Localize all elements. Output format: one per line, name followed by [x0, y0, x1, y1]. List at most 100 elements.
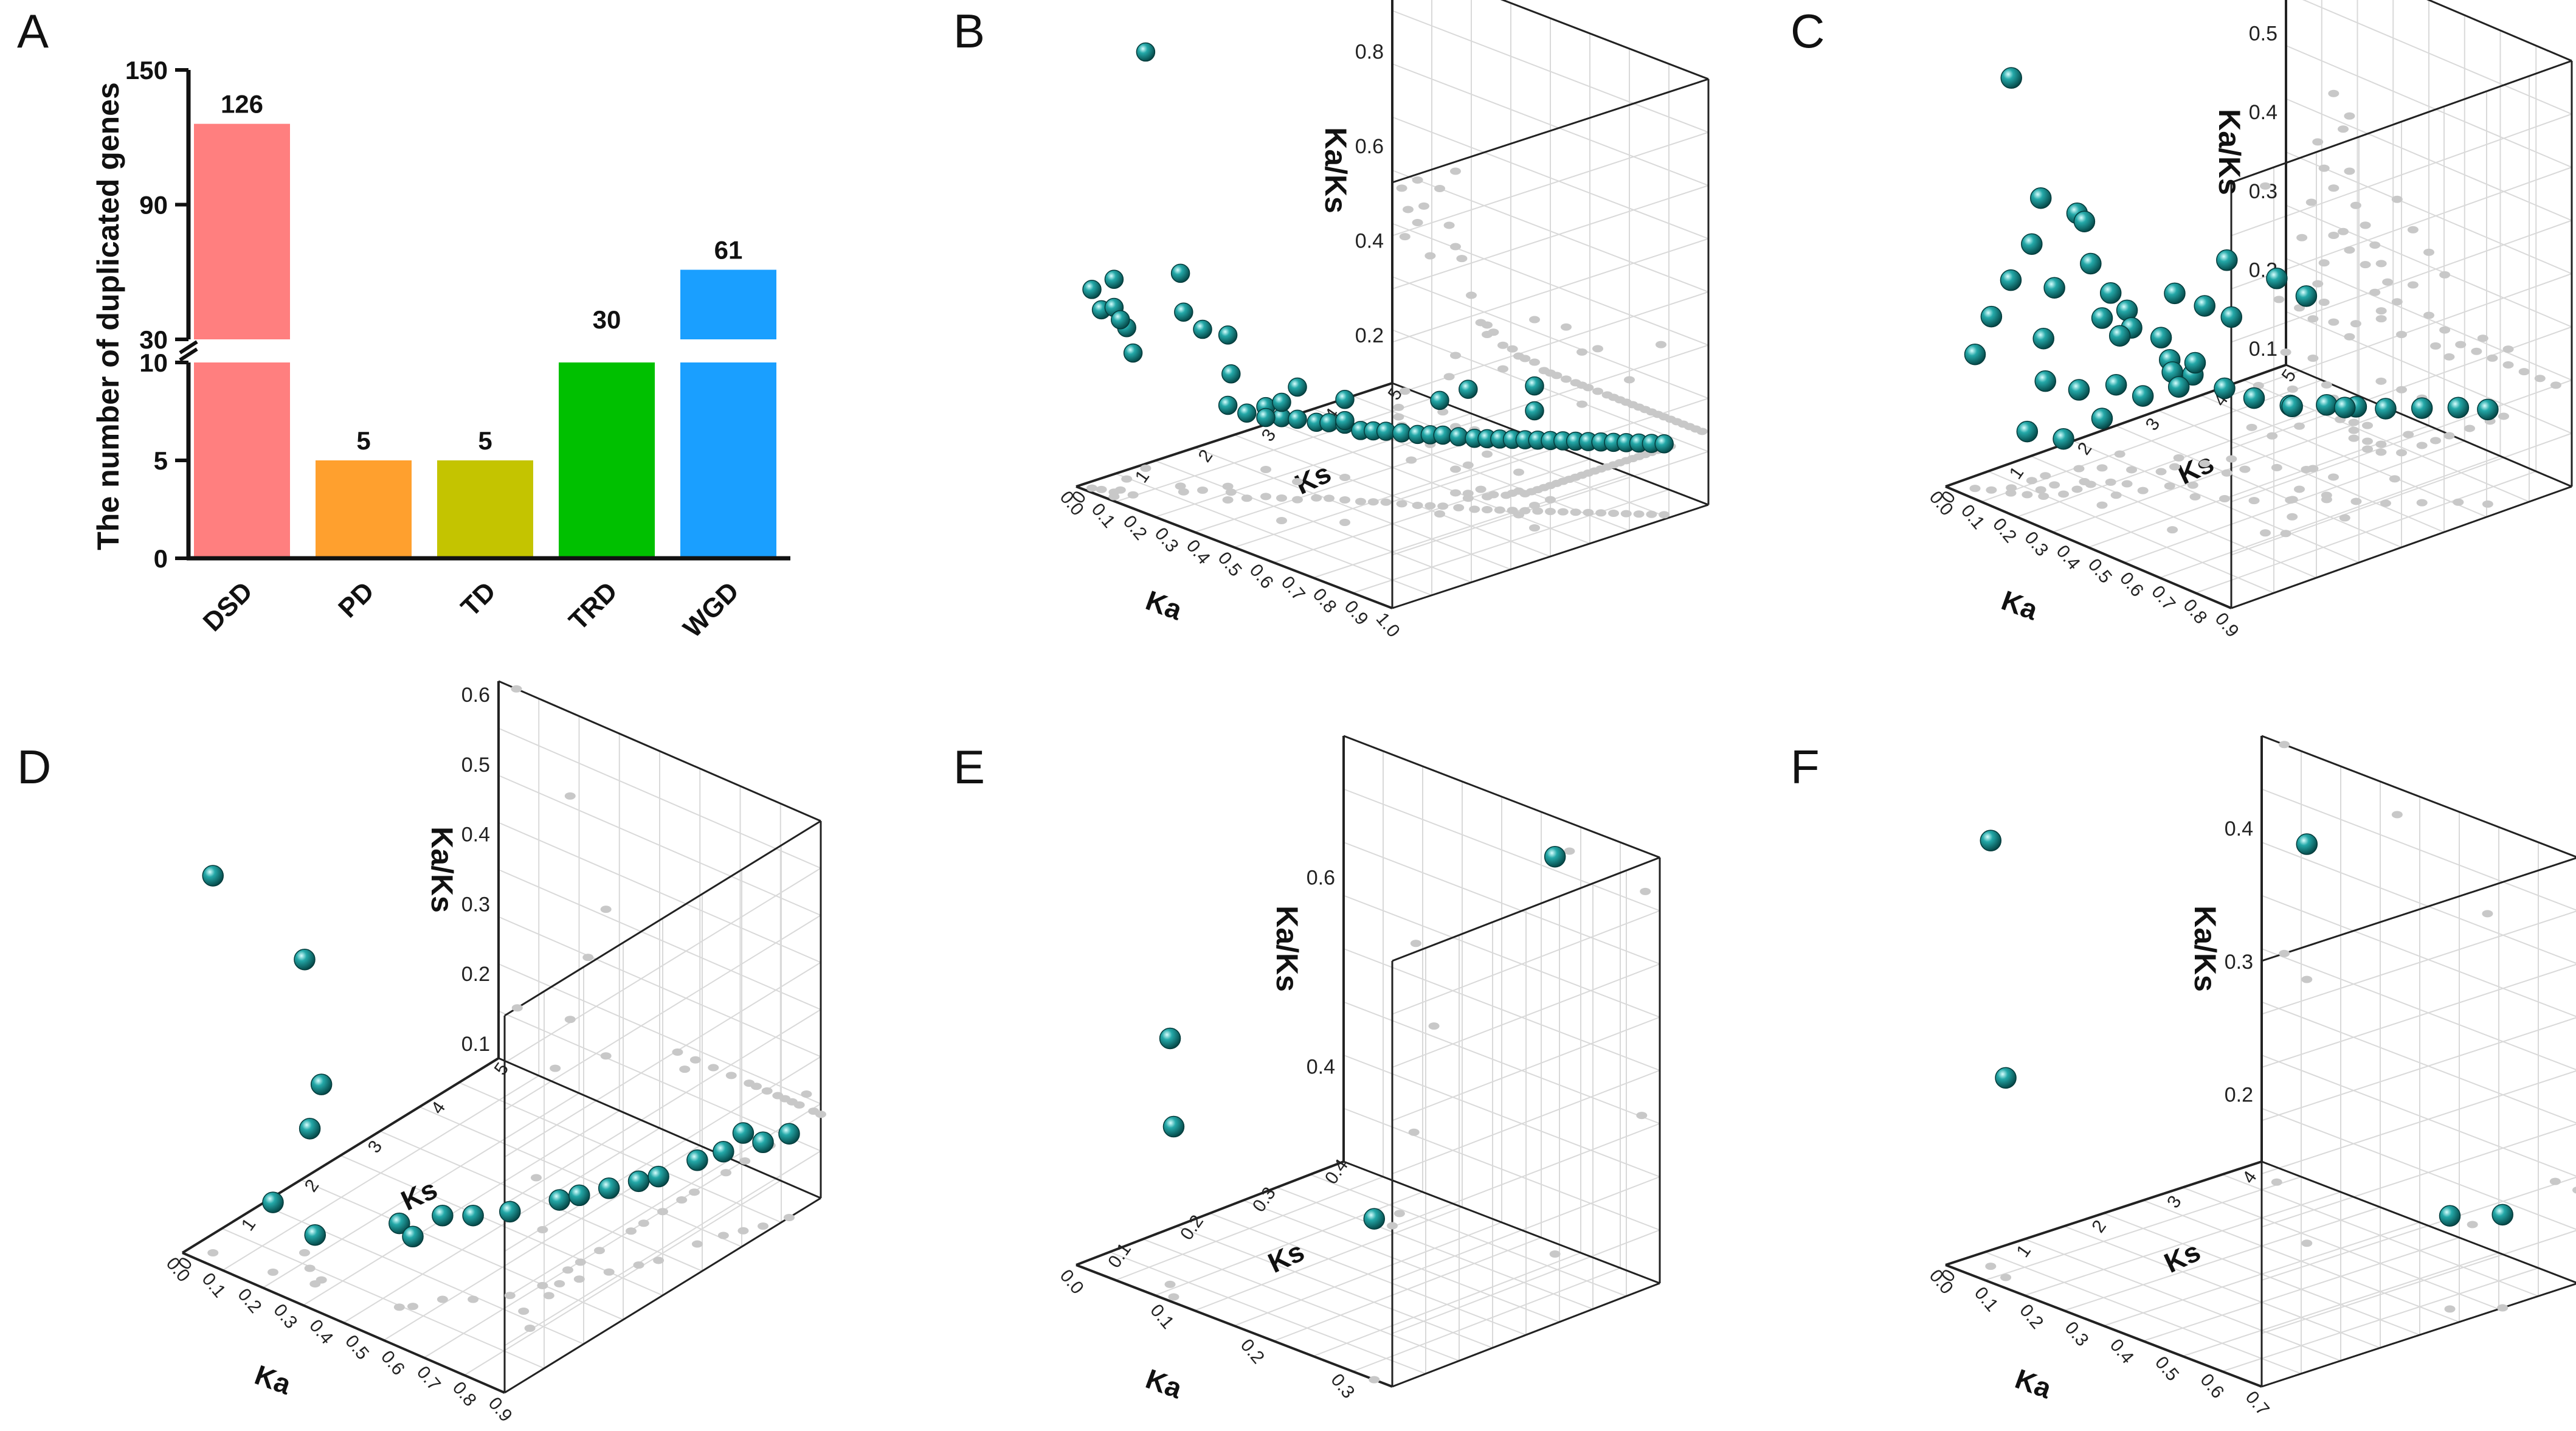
projection-point [2038, 493, 2049, 500]
wall-grid-line [2302, 0, 2572, 115]
kaks-axis-label: Ka/Ks [1319, 127, 1353, 213]
wall-grid-line [1392, 1016, 1660, 1121]
data-point [568, 1184, 590, 1207]
data-point [2016, 420, 2039, 443]
projection-point [1403, 206, 1414, 213]
projection-point [594, 1247, 605, 1255]
projection-point [1412, 176, 1423, 184]
wall-grid-line [504, 915, 821, 1110]
data-point [1980, 305, 2003, 328]
projection-point [1482, 450, 1493, 458]
projection-point [2022, 491, 2033, 499]
axis-line-ka [1945, 485, 2232, 609]
data-point [2132, 385, 2154, 407]
projection-point [2497, 1304, 2509, 1312]
projection-point [1443, 221, 1455, 229]
projection-point [2375, 260, 2387, 268]
data-label-wgd: 61 [714, 236, 743, 265]
data-point [2167, 376, 2190, 398]
data-point [262, 1191, 284, 1213]
data-point [2021, 233, 2043, 255]
projection-point [2105, 478, 2116, 486]
projection-point [1633, 510, 1645, 518]
projection-point [1164, 1280, 1176, 1288]
kaks-tick-label: 0.6 [1307, 866, 1335, 889]
projection-point [2375, 315, 2387, 323]
projection-point [550, 1064, 561, 1072]
data-point [2034, 370, 2056, 392]
ka-tick-label: 0.5 [1214, 548, 1246, 580]
data-point [2091, 407, 2113, 429]
data-point [294, 948, 316, 971]
projection-point [1339, 474, 1350, 481]
data-point [1288, 409, 1307, 429]
projection-point [1576, 400, 1587, 408]
panel-letter-c: C [1790, 4, 1825, 58]
kaks-tick-label: 0.4 [2225, 817, 2253, 840]
projection-point [2164, 482, 2175, 490]
projection-point [2338, 125, 2349, 133]
projection-point [1406, 456, 1417, 464]
kaks-tick-label: 0.4 [2249, 101, 2277, 124]
bar-dsd-upper [194, 123, 290, 339]
projection-point [562, 1266, 573, 1274]
projection-point [633, 1261, 644, 1269]
data-point [1525, 376, 1544, 396]
projection-point [2391, 195, 2403, 203]
scatter3d-panel-d: 0.0 0.1 0.2 0.3 0.4 0.5 0.6 0.7 0.8 0.90123450.10… [162, 680, 826, 1426]
kaks-tick-label: 0.4 [461, 823, 490, 847]
ka-tick-label: 0.9 [485, 1393, 516, 1426]
data-point [548, 1189, 570, 1211]
axis-break-mark [179, 347, 198, 362]
axis-line-ka [1945, 1264, 2262, 1388]
floor-grid-line [419, 1106, 742, 1247]
ka-tick-label: 0.2 [2015, 1300, 2047, 1332]
frame-edge [2261, 735, 2576, 858]
projection-point [437, 1295, 448, 1303]
projection-point [2287, 496, 2298, 504]
projection-point [2328, 89, 2339, 97]
projection-point [2173, 454, 2184, 462]
projection-point [1408, 1128, 1420, 1136]
projection-point [2534, 375, 2546, 383]
ka-tick-label: 0.9 [1341, 597, 1372, 629]
projection-point [554, 1280, 565, 1287]
ks-tick-label: 2 [2088, 1216, 2110, 1236]
projection-point [1086, 484, 1097, 492]
data-point [2105, 373, 2127, 396]
data-point [2068, 379, 2090, 401]
projection-point [2071, 485, 2083, 493]
ka-tick-label: 0.8 [1309, 584, 1341, 617]
projection-point [407, 1303, 419, 1311]
projection-point [1450, 352, 1461, 359]
wall-grid-line [504, 962, 821, 1158]
projection-point [1529, 502, 1540, 509]
data-point [2266, 268, 2288, 289]
frame-edge [504, 1197, 821, 1394]
projection-point [2455, 341, 2467, 348]
projection-point [1595, 509, 1607, 517]
bar-td [437, 460, 533, 558]
projection-point [575, 1258, 586, 1266]
data-point [1104, 269, 1124, 289]
projection-point [2502, 345, 2514, 353]
projection-point [2549, 1177, 2561, 1185]
data-point [627, 1170, 650, 1193]
projection-point [2439, 326, 2451, 334]
projection-point [751, 1083, 762, 1090]
ks-tick-label: 3 [364, 1137, 387, 1157]
ka-axis-label: Ka [250, 1359, 295, 1401]
projection-point [582, 954, 594, 962]
ks-tick-label: 2 [1195, 446, 1217, 466]
projection-point [1570, 508, 1581, 516]
data-point [2164, 282, 2186, 305]
projection-point [1583, 384, 1594, 392]
projection-point [1497, 365, 1508, 373]
projection-point [2246, 423, 2257, 431]
projection-point [2301, 975, 2313, 983]
projection-point [2271, 463, 2282, 471]
data-point [1272, 392, 1291, 412]
projection-point [1969, 485, 1981, 493]
projection-point [2423, 248, 2434, 256]
kaks-tick-label: 0.6 [1355, 135, 1384, 158]
